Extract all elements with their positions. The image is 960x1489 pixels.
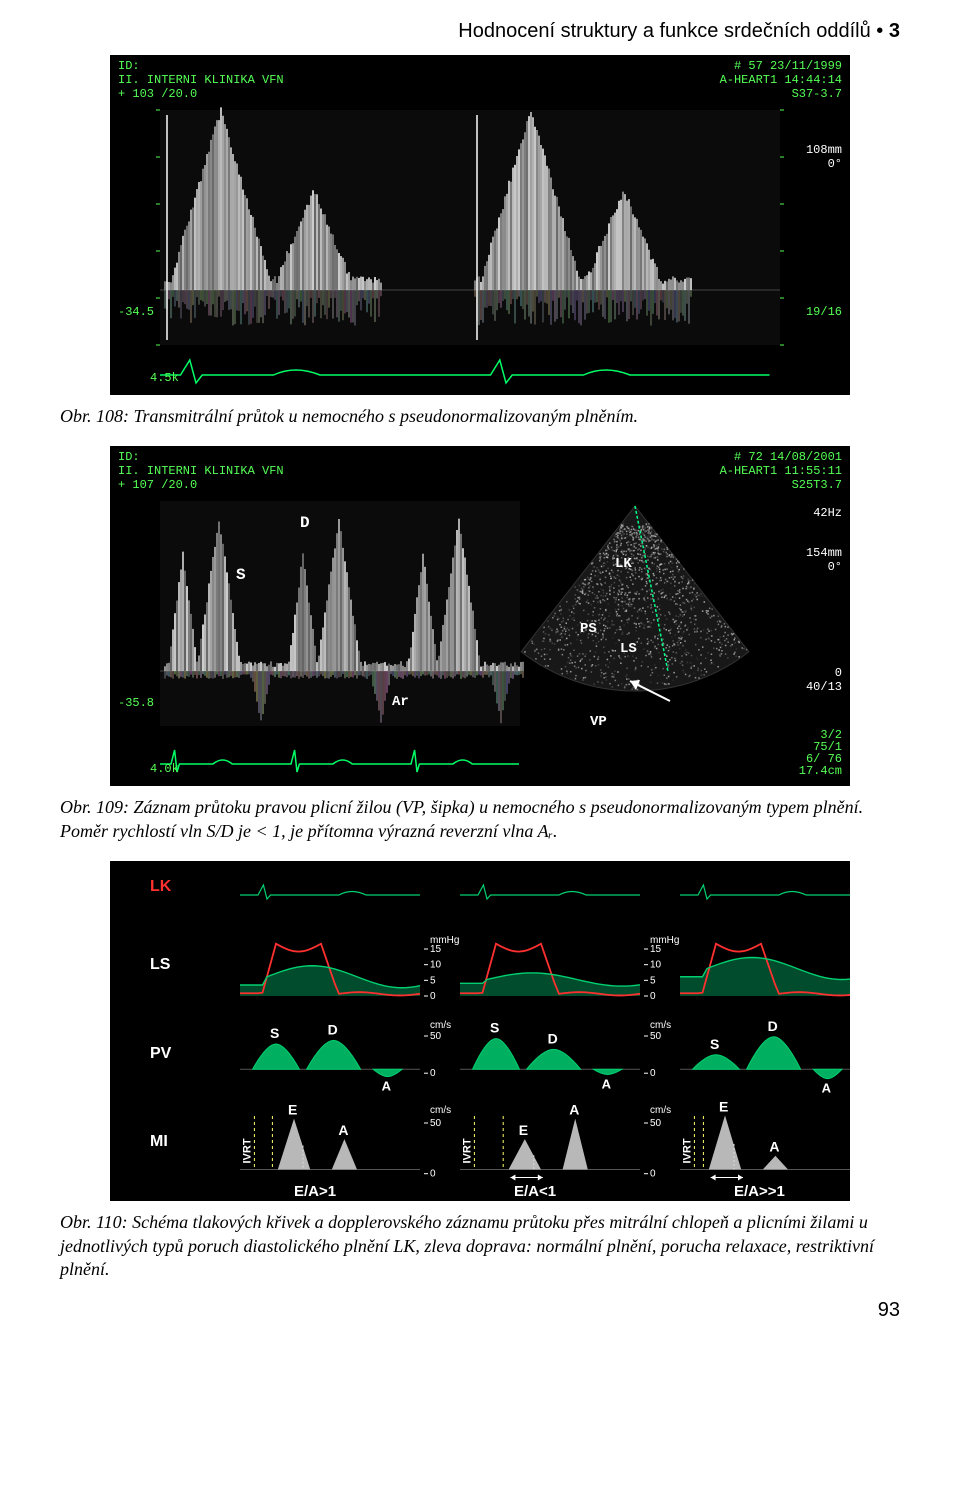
svg-text:IVRT: IVRT	[681, 1138, 693, 1163]
ultrasound-108-svg	[110, 55, 850, 395]
u2-ex2: 40/13	[806, 680, 842, 694]
svg-text:IVRT: IVRT	[461, 1138, 473, 1163]
u1-r1: # 57 23/11/1999	[734, 59, 842, 73]
svg-text:cm/s: cm/s	[650, 1020, 671, 1031]
svg-text:A: A	[338, 1122, 348, 1138]
u2-zero: 0°	[828, 560, 842, 574]
svg-text:0: 0	[430, 1068, 436, 1079]
u2-label-ps: PS	[580, 621, 597, 637]
ultrasound-109-svg	[110, 446, 850, 786]
svg-text:5: 5	[650, 976, 656, 987]
svg-text:5: 5	[430, 976, 436, 987]
svg-text:S: S	[270, 1025, 279, 1041]
u1-line2: II. INTERNI KLINIKA VFN	[118, 73, 284, 87]
u1-id: ID:	[118, 59, 140, 73]
svg-text:A: A	[602, 1077, 612, 1092]
svg-text:E: E	[519, 1122, 528, 1138]
svg-text:0: 0	[650, 1169, 656, 1180]
ultrasound-figure-109: ID: II. INTERNI KLINIKA VFN + 107 /20.0 …	[110, 446, 850, 786]
svg-text:MI: MI	[150, 1133, 168, 1150]
u1-r2: A-HEART1 14:44:14	[720, 73, 842, 87]
u2-id: ID:	[118, 450, 140, 464]
u2-left-val: -35.8	[118, 696, 154, 710]
u1-r3: S37-3.7	[792, 87, 842, 101]
running-head: Hodnocení struktury a funkce srdečních o…	[60, 20, 900, 43]
svg-text:LS: LS	[150, 956, 171, 973]
svg-text:0: 0	[650, 1068, 656, 1079]
svg-text:E: E	[288, 1102, 297, 1118]
u2-r3: S25T3.7	[792, 478, 842, 492]
u2-label-ls: LS	[620, 641, 637, 657]
running-chapter: 3	[889, 20, 900, 42]
u2-bottom-left: 4.0k	[150, 762, 179, 776]
u2-r1: # 72 14/08/2001	[734, 450, 842, 464]
svg-text:D: D	[768, 1018, 778, 1034]
svg-text:10: 10	[650, 960, 662, 971]
svg-text:50: 50	[650, 1031, 662, 1042]
svg-text:cm/s: cm/s	[430, 1020, 451, 1031]
u2-line3: + 107 /20.0	[118, 478, 197, 492]
u1-left-val: -34.5	[118, 305, 154, 319]
svg-text:S: S	[490, 1020, 499, 1036]
u1-right-val: 19/16	[806, 305, 842, 319]
svg-text:E/A>>1: E/A>>1	[734, 1183, 785, 1200]
u1-line3: + 103 /20.0	[118, 87, 197, 101]
svg-text:0: 0	[430, 1169, 436, 1180]
u1-bottom-left: 4.5k	[150, 371, 179, 385]
svg-text:A: A	[569, 1102, 579, 1118]
page-number: 93	[60, 1299, 900, 1322]
svg-text:A: A	[822, 1081, 832, 1096]
u2-label-vp: VP	[590, 714, 607, 730]
running-bullet: •	[876, 20, 883, 42]
svg-text:cm/s: cm/s	[430, 1105, 451, 1116]
caption-110: Obr. 110: Schéma tlakových křivek a dopp…	[60, 1211, 900, 1281]
schema-svg: LKLSPVMImmHg151050SDAcm/s500IVRTEAcm/s50…	[110, 861, 850, 1201]
svg-text:A: A	[382, 1079, 392, 1094]
svg-text:PV: PV	[150, 1045, 172, 1062]
svg-text:10: 10	[430, 960, 442, 971]
svg-text:A: A	[769, 1139, 779, 1155]
u2-br3: 17.4cm	[799, 764, 842, 778]
svg-text:D: D	[328, 1022, 338, 1038]
caption-109: Obr. 109: Záznam průtoku pravou plicní ž…	[60, 796, 900, 843]
page: Hodnocení struktury a funkce srdečních o…	[0, 0, 960, 1342]
svg-text:50: 50	[650, 1118, 662, 1129]
u2-label-lk: LK	[615, 556, 632, 572]
u2-label-s: S	[236, 566, 246, 584]
u2-label-ar: Ar	[392, 694, 409, 710]
svg-text:15: 15	[650, 944, 662, 955]
svg-text:S: S	[710, 1036, 719, 1052]
u2-ex1: 0	[835, 666, 842, 680]
svg-text:50: 50	[430, 1031, 442, 1042]
svg-text:D: D	[548, 1031, 558, 1047]
u2-line2: II. INTERNI KLINIKA VFN	[118, 464, 284, 478]
svg-text:IVRT: IVRT	[241, 1138, 253, 1163]
schema-figure-110: LKLSPVMImmHg151050SDAcm/s500IVRTEAcm/s50…	[110, 861, 850, 1201]
u2-label-d: D	[300, 514, 310, 532]
running-head-text: Hodnocení struktury a funkce srdečních o…	[458, 20, 870, 42]
svg-text:LK: LK	[150, 878, 172, 895]
u2-r2: A-HEART1 11:55:11	[720, 464, 842, 478]
svg-text:E/A>1: E/A>1	[294, 1183, 336, 1200]
svg-text:E/A<1: E/A<1	[514, 1183, 556, 1200]
u2-hz: 42Hz	[813, 506, 842, 520]
u2-mm: 154mm	[806, 546, 842, 560]
svg-text:50: 50	[430, 1118, 442, 1129]
svg-text:E: E	[719, 1099, 728, 1115]
svg-text:0: 0	[430, 991, 436, 1002]
u1-zero: 0°	[828, 157, 842, 171]
ultrasound-figure-108: ID: II. INTERNI KLINIKA VFN + 103 /20.0 …	[110, 55, 850, 395]
svg-text:0: 0	[650, 991, 656, 1002]
caption-108: Obr. 108: Transmitrální průtok u nemocné…	[60, 405, 900, 428]
svg-text:15: 15	[430, 944, 442, 955]
svg-text:cm/s: cm/s	[650, 1105, 671, 1116]
u1-mm: 108mm	[806, 143, 842, 157]
